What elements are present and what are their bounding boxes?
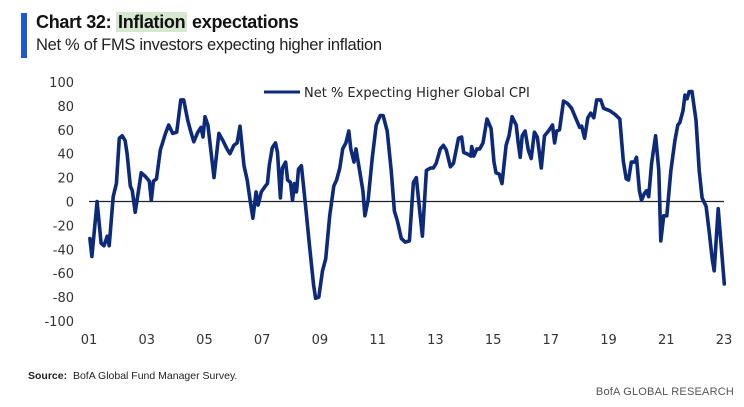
- y-tick-label: 60: [57, 124, 74, 139]
- title-highlight: Inflation: [116, 12, 188, 32]
- chart-title: Chart 32: Inflation expectations: [36, 12, 299, 33]
- y-tick-label: 0: [66, 196, 74, 211]
- x-tick-label: 23: [716, 333, 733, 348]
- y-tick-label: -80: [53, 291, 74, 306]
- y-tick-label: 80: [57, 100, 74, 115]
- y-tick-label: 100: [49, 76, 74, 91]
- x-tick-label: 09: [312, 333, 329, 348]
- brand-label: BofA GLOBAL RESEARCH: [595, 386, 734, 398]
- y-tick-label: 20: [57, 172, 74, 187]
- x-tick-label: 11: [369, 333, 386, 348]
- chart-subtitle: Net % of FMS investors expecting higher …: [36, 36, 382, 54]
- x-tick-label: 01: [81, 333, 98, 348]
- title-accent-bar: [21, 13, 27, 58]
- source-note: Source: BofA Global Fund Manager Survey.: [28, 370, 237, 382]
- source-label: Source:: [28, 370, 68, 382]
- x-tick-label: 19: [600, 333, 617, 348]
- x-tick-label: 07: [254, 333, 271, 348]
- series-line-net-pct-higher-cpi: [88, 89, 727, 301]
- title-prefix: Chart 32:: [36, 12, 117, 32]
- x-tick-label: 17: [543, 333, 560, 348]
- source-text: BofA Global Fund Manager Survey.: [72, 370, 238, 382]
- x-tick-label: 05: [196, 333, 213, 348]
- title-suffix: expectations: [187, 12, 299, 32]
- x-tick-label: 13: [427, 333, 444, 348]
- x-tick-label: 21: [658, 333, 675, 348]
- legend-label: Net % Expecting Higher Global CPI: [304, 86, 530, 101]
- legend: Net % Expecting Higher Global CPI: [264, 86, 530, 101]
- x-axis: 01 03 05 07 09 11 13 15 17 19 21 23: [81, 333, 733, 348]
- y-tick-label: -20: [53, 219, 74, 234]
- y-tick-label: -40: [53, 243, 74, 258]
- x-tick-label: 15: [485, 333, 502, 348]
- y-tick-label: 40: [57, 148, 74, 163]
- x-tick-label: 03: [138, 333, 155, 348]
- y-tick-label: -100: [44, 315, 74, 330]
- y-axis: 100 80 60 40 20 0 -20 -40 -60 -80 -100: [44, 76, 74, 330]
- y-tick-label: -60: [53, 267, 74, 282]
